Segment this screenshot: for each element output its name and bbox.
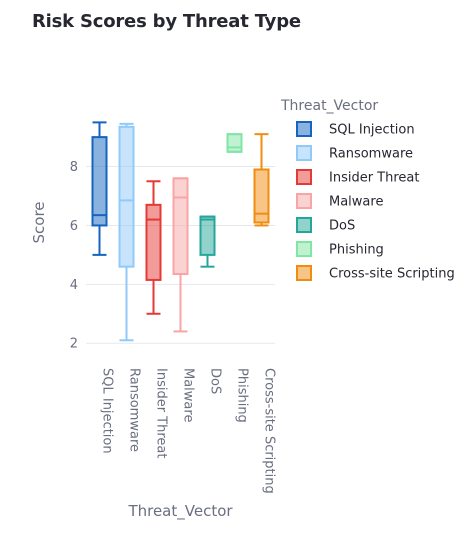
box-malware[interactable] [172,177,189,333]
legend-swatch [296,169,312,185]
x-tick-label: DoS [208,368,223,394]
legend-item-sql-injection[interactable]: SQL Injection [296,121,415,138]
x-tick-label: Ransomware [127,368,142,452]
x-axis-title: Threat_Vector [127,502,233,521]
box-cross-site-scripting[interactable] [253,133,270,227]
legend-swatch [296,265,312,281]
y-tick-label: 2 [70,337,78,352]
chart-title: Risk Scores by Threat Type [32,11,301,32]
x-axis-ticks: SQL Injection Ransomware Insider Threat Mal… [100,368,277,494]
y-tick-label: 8 [70,160,78,175]
legend-label: Malware [329,195,383,210]
box-iqr [118,125,135,268]
y-axis-title: Score [30,201,48,243]
legend-label: Cross-site Scripting [329,267,455,282]
box-iqr [199,215,216,256]
box-iqr [145,203,162,281]
legend-item-malware[interactable]: Malware [296,193,383,210]
y-axis-ticks: 2 4 6 8 [70,160,78,352]
box-insider-threat[interactable] [145,180,162,315]
boxes [91,121,270,342]
legend-swatch [296,241,312,257]
legend-label: DoS [329,219,355,234]
legend-item-dos[interactable]: DoS [296,217,355,234]
legend-item-cross-site-scripting[interactable]: Cross-site Scripting [296,265,455,282]
box-sql-injection[interactable] [91,121,108,256]
x-tick-label: SQL Injection [100,368,115,454]
box-iqr [253,168,270,224]
y-tick-label: 6 [70,219,78,234]
x-tick-label: Cross-site Scripting [262,368,277,494]
box-ransomware[interactable] [118,122,135,342]
x-tick-label: Malware [181,368,196,422]
legend-label: Ransomware [329,147,413,162]
legend-item-insider-threat[interactable]: Insider Threat [296,169,420,186]
legend-label: SQL Injection [329,123,415,138]
legend-swatch [296,193,312,209]
legend-swatch [296,121,312,137]
legend-swatch [296,217,312,233]
x-tick-label: Phishing [235,368,250,423]
legend-item-phishing[interactable]: Phishing [296,241,384,258]
legend-swatch [296,145,312,161]
box-phishing[interactable] [226,133,243,153]
box-iqr [172,177,189,276]
legend-item-ransomware[interactable]: Ransomware [296,145,413,162]
legend-label: Insider Threat [329,171,420,186]
y-tick-label: 4 [70,278,78,293]
legend[interactable]: Threat_Vector SQL Injection Ransomware Ins… [280,98,455,282]
x-tick-label: Insider Threat [154,368,169,459]
legend-label: Phishing [329,243,384,258]
box-iqr [91,136,108,227]
box-iqr [226,133,243,153]
legend-title: Threat_Vector [280,98,378,114]
box-dos[interactable] [199,215,216,268]
